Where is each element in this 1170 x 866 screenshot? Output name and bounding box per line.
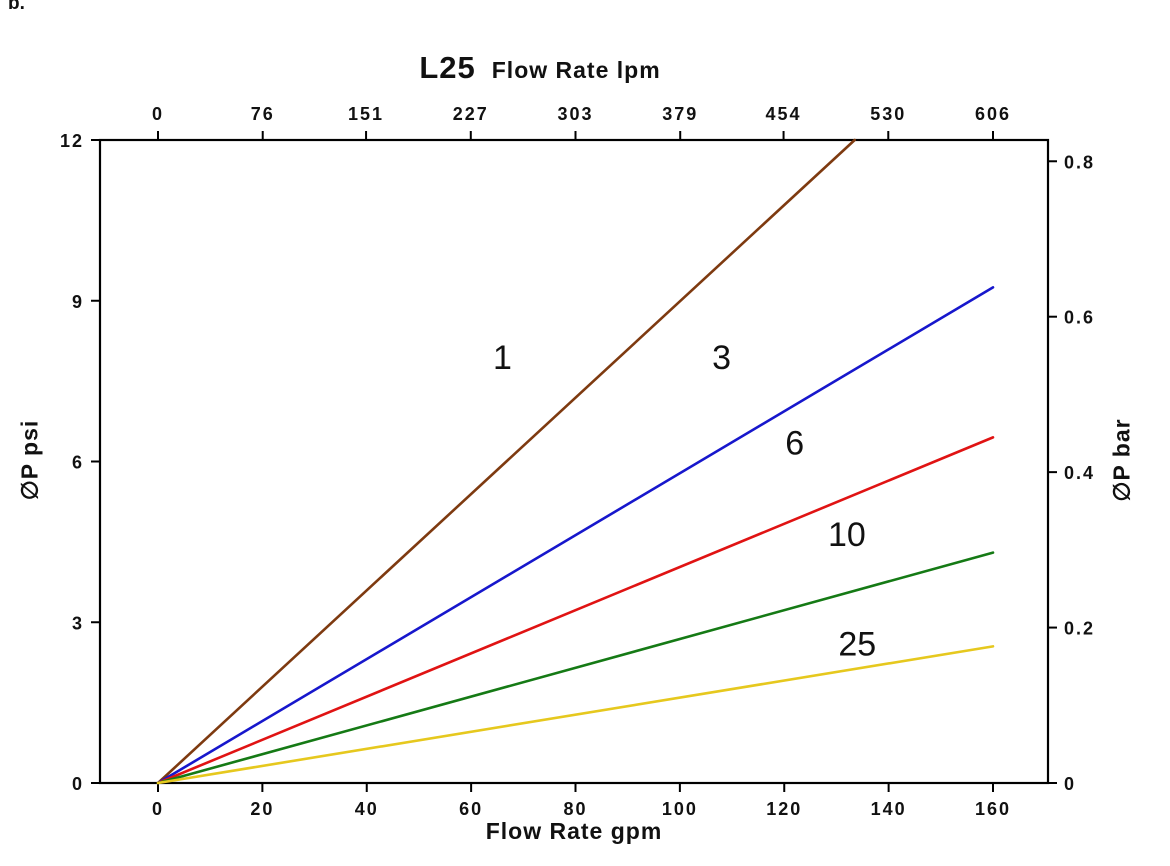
chart-title: L25 Flow Rate lpm <box>0 50 1080 86</box>
series-label-10: 10 <box>828 516 866 554</box>
y-tick-label-right: 0.8 <box>1064 152 1095 172</box>
y-tick-label-left: 3 <box>72 613 84 633</box>
figure-label: b. <box>8 0 25 14</box>
series-label-25: 25 <box>838 626 876 664</box>
top-tick-label: 76 <box>251 104 275 124</box>
top-tick-label: 0 <box>152 104 164 124</box>
x-tick-label: 120 <box>766 799 802 819</box>
series-label-6: 6 <box>785 425 804 463</box>
x-tick-label: 20 <box>250 799 274 819</box>
series-line-1 <box>156 138 857 785</box>
y-tick-label-left: 0 <box>72 774 84 794</box>
series-line-10 <box>156 551 995 785</box>
y-tick-label-right: 0.2 <box>1064 619 1095 639</box>
x-tick-label: 140 <box>871 799 907 819</box>
y-axis-label-left: ∅P psi <box>16 419 43 501</box>
y-tick-label-right: 0.4 <box>1064 463 1095 483</box>
top-tick-label: 379 <box>662 104 698 124</box>
model-title: L25 <box>419 50 476 85</box>
series-line-6 <box>156 436 995 785</box>
x-tick-label: 160 <box>975 799 1011 819</box>
y-tick-label-right: 0 <box>1064 774 1076 794</box>
x-tick-label: 100 <box>662 799 698 819</box>
top-tick-label: 227 <box>453 104 489 124</box>
top-tick-label: 151 <box>348 104 384 124</box>
x-tick-label: 0 <box>152 799 164 819</box>
y-tick-label-right: 0.6 <box>1064 308 1095 328</box>
series-label-3: 3 <box>712 339 731 377</box>
top-tick-label: 303 <box>557 104 593 124</box>
y-tick-label-left: 9 <box>72 292 84 312</box>
top-tick-label: 606 <box>975 104 1011 124</box>
series-label-1: 1 <box>493 339 512 377</box>
top-tick-label: 530 <box>870 104 906 124</box>
x-tick-label: 40 <box>355 799 379 819</box>
x-tick-label: 80 <box>563 799 587 819</box>
series-line-25 <box>156 645 995 785</box>
x-tick-label: 60 <box>459 799 483 819</box>
axis-box <box>98 138 1050 785</box>
y-axis-label-right: ∅P bar <box>1108 418 1135 502</box>
x-axis-label: Flow Rate gpm <box>485 818 663 844</box>
top-axis-title: Flow Rate lpm <box>491 57 661 83</box>
top-tick-label: 454 <box>766 104 802 124</box>
series-line-3 <box>156 286 995 785</box>
y-tick-label-left: 6 <box>72 453 84 473</box>
y-tick-label-left: 12 <box>60 131 84 151</box>
